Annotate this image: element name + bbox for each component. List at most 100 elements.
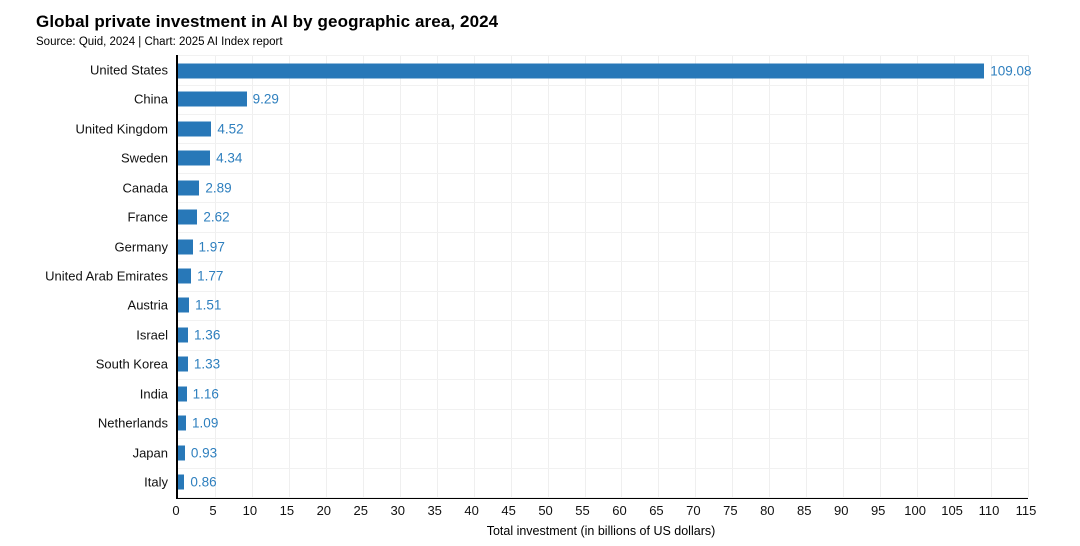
vertical-gridline	[991, 55, 993, 497]
x-tick-label: 30	[390, 503, 405, 518]
vertical-gridline	[769, 55, 771, 497]
plot-area: 109.08 9.29 4.52 4.34 2.89 2.62 1.97 1.77 1.51 1.…	[176, 55, 1032, 499]
category-label: Austria	[127, 297, 168, 313]
bar	[178, 150, 211, 166]
x-axis-title: Total investment (in billions of US doll…	[486, 524, 716, 538]
vertical-gridline	[399, 55, 401, 497]
vertical-gridline	[547, 55, 549, 497]
bar	[178, 121, 212, 137]
x-tick-label: 80	[760, 503, 775, 518]
x-tick-label: 60	[612, 503, 627, 518]
vertical-gridline	[251, 55, 253, 497]
x-tick-label: 5	[209, 503, 217, 518]
bar-row: 1.77	[178, 261, 1028, 292]
bar-row: 1.36	[178, 320, 1028, 351]
category-label: Netherlands	[97, 415, 168, 431]
bar	[178, 209, 198, 225]
bar-row: 0.86	[178, 468, 1028, 498]
category-label: Canada	[122, 180, 168, 196]
bar-row: 0.93	[178, 438, 1028, 469]
value-label: 1.36	[194, 327, 221, 343]
bar	[178, 180, 200, 196]
x-tick-label: 55	[575, 503, 590, 518]
x-tick-label: 110	[978, 503, 1000, 518]
value-label: 1.16	[192, 386, 219, 402]
bar	[178, 356, 188, 372]
category-label: France	[127, 209, 168, 225]
bar-row: 2.89	[178, 173, 1028, 204]
value-label: 4.52	[217, 121, 244, 137]
bar	[178, 239, 193, 255]
vertical-gridline	[954, 55, 956, 497]
bar-row: 1.09	[178, 409, 1028, 440]
category-label: Germany	[114, 239, 168, 255]
x-tick-label: 20	[316, 503, 332, 518]
bar-row: 9.29	[178, 84, 1028, 115]
bar-row: 1.97	[178, 232, 1028, 263]
bar	[178, 386, 187, 402]
x-tick-label: 115	[1015, 503, 1037, 518]
vertical-gridline	[621, 55, 623, 497]
vertical-gridline	[510, 55, 512, 497]
x-tick-label: 35	[427, 503, 442, 518]
bar-row: 4.52	[178, 114, 1028, 145]
chart-title: Global private investment in AI by geogr…	[36, 12, 499, 31]
x-tick-label: 0	[172, 503, 180, 518]
bar	[178, 297, 190, 313]
vertical-gridline	[325, 55, 327, 497]
value-label: 1.97	[198, 239, 225, 255]
vertical-gridline	[1028, 55, 1029, 497]
category-label: Italy	[144, 474, 168, 490]
bar	[178, 63, 985, 79]
bar-row: 2.62	[178, 202, 1028, 233]
category-label: China	[134, 91, 168, 107]
value-label: 2.62	[203, 209, 230, 225]
bar-row: 1.16	[178, 379, 1028, 410]
bar	[178, 327, 189, 343]
category-label: Israel	[136, 327, 168, 343]
vertical-gridline	[436, 55, 438, 497]
vertical-gridline	[362, 55, 364, 497]
x-tick-label: 65	[649, 503, 664, 518]
vertical-gridline	[288, 55, 290, 497]
category-label: South Korea	[95, 356, 168, 372]
vertical-gridline	[658, 55, 660, 497]
bar-row: 1.33	[178, 350, 1028, 381]
value-label: 1.33	[193, 356, 221, 372]
vertical-gridline	[880, 55, 882, 497]
value-label: 0.86	[190, 474, 217, 490]
category-label: United Kingdom	[75, 121, 169, 137]
x-tick-label: 70	[686, 503, 701, 518]
value-label: 109.08	[990, 63, 1032, 79]
x-tick-label: 10	[242, 503, 258, 518]
x-tick-label: 25	[353, 503, 369, 518]
value-label: 9.29	[252, 91, 279, 107]
bar	[178, 91, 247, 107]
chart-source-note: Source: Quid, 2024 | Chart: 2025 AI Inde…	[36, 36, 283, 48]
category-label: Japan	[132, 445, 168, 461]
category-label: United Arab Emirates	[45, 268, 168, 284]
value-label: 1.51	[195, 297, 222, 313]
x-tick-label: 105	[941, 503, 963, 518]
vertical-gridline	[695, 55, 697, 497]
vertical-gridline	[214, 55, 216, 497]
bar-row: 109.08	[178, 55, 1032, 87]
category-label: United States	[89, 62, 168, 78]
vertical-gridline	[806, 55, 808, 497]
vertical-gridline	[584, 55, 586, 497]
x-tick-label: 50	[538, 503, 553, 518]
bar	[178, 268, 192, 284]
value-label: 2.89	[205, 180, 232, 196]
vertical-gridline	[473, 55, 475, 497]
bar-row: 1.51	[178, 291, 1028, 322]
value-label: 1.77	[197, 268, 224, 284]
x-tick-label: 40	[464, 503, 479, 518]
category-label: India	[139, 386, 168, 402]
x-tick-label: 95	[870, 503, 886, 518]
x-tick-label: 45	[501, 503, 516, 518]
value-label: 0.93	[190, 445, 218, 461]
category-label: Sweden	[121, 150, 168, 166]
x-tick-label: 90	[833, 503, 849, 518]
bar	[178, 474, 185, 490]
